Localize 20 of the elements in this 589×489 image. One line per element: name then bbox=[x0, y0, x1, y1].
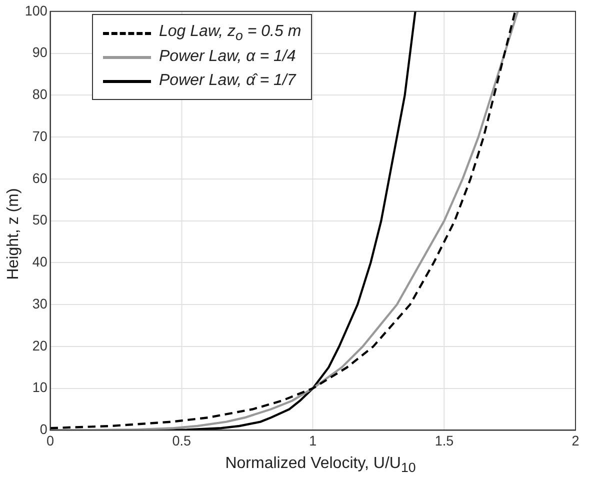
y-axis-title: Height, z (m) bbox=[5, 188, 23, 280]
x-axis-title: Normalized Velocity, U/U$_{10}$ bbox=[224, 455, 417, 476]
y-tick-label: 70 bbox=[32, 128, 48, 144]
y-tick-label: 90 bbox=[32, 44, 48, 60]
legend-label: Log Law, z$_{o}$ = 0.5 m bbox=[159, 22, 302, 44]
y-tick-label: 0 bbox=[40, 422, 48, 438]
y-tick-label: 60 bbox=[32, 170, 48, 186]
y-tick-label: 100 bbox=[24, 3, 48, 18]
x-tick-label: 1.5 bbox=[434, 433, 454, 449]
y-tick-label: 20 bbox=[32, 338, 48, 354]
y-tick-label: 30 bbox=[32, 296, 48, 312]
x-tick-label: 0.5 bbox=[172, 433, 192, 449]
x-tick-label: 1 bbox=[309, 433, 317, 449]
y-tick-label: 80 bbox=[32, 86, 48, 102]
legend-label: Power Law, α = 1/4 bbox=[159, 48, 296, 66]
x-tick-label: 2 bbox=[572, 433, 580, 449]
y-tick-label: 10 bbox=[32, 380, 48, 396]
legend-label: Power Law, α̂ = 1/7 bbox=[159, 72, 296, 90]
y-tick-label: 40 bbox=[32, 254, 48, 270]
y-tick-label: 50 bbox=[32, 212, 48, 228]
